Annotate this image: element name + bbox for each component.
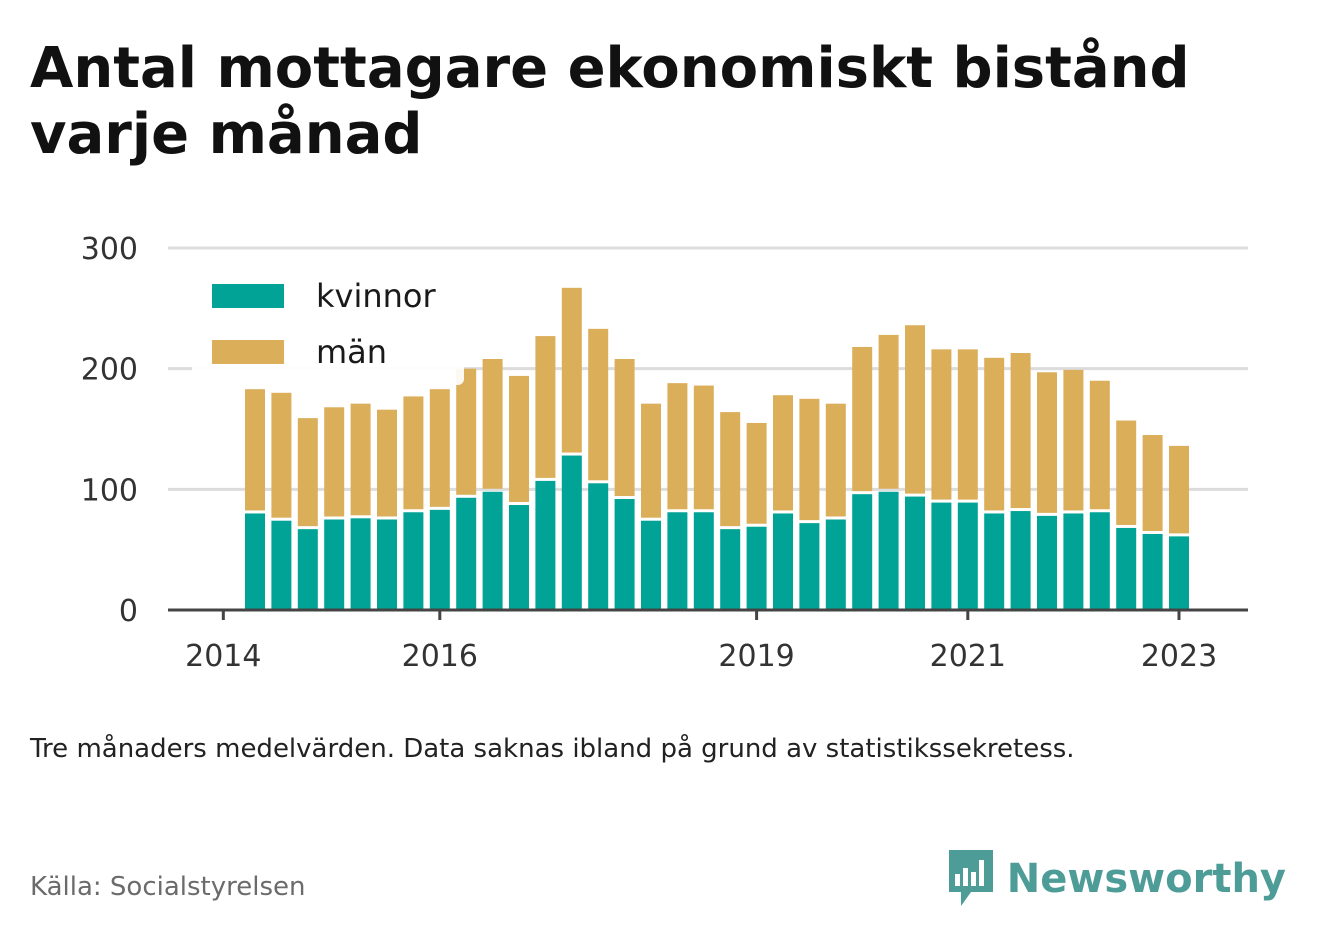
bar-segment-kvinnor <box>931 502 952 610</box>
bar-segment-kvinnor <box>1063 513 1084 610</box>
bar-segment-man <box>1010 352 1031 509</box>
y-tick-label: 0 <box>119 594 138 629</box>
bar-segment-man <box>561 287 582 453</box>
bar-segment-kvinnor <box>1089 512 1110 610</box>
bar-segment-kvinnor <box>878 491 899 610</box>
bar-segment-kvinnor <box>667 512 688 610</box>
bar-segment-kvinnor <box>641 520 661 610</box>
bar-segment-kvinnor <box>1116 527 1137 610</box>
bar-segment-kvinnor <box>1037 515 1057 610</box>
bar-segment-kvinnor <box>535 480 556 610</box>
bar-segment-kvinnor <box>957 502 978 610</box>
bar-segment-man <box>1063 369 1084 511</box>
legend-label-man: män <box>316 333 387 371</box>
chart-title: Antal mottagare ekonomiskt bistånd varje… <box>30 36 1190 167</box>
bar-segment-man <box>350 403 371 516</box>
bar-segment-kvinnor <box>1010 511 1031 610</box>
bar-segment-kvinnor <box>429 509 450 610</box>
y-tick-label: 300 <box>81 232 138 267</box>
bar-segment-man <box>693 385 714 510</box>
bar-segment-man <box>1089 380 1110 510</box>
bar-segment-kvinnor <box>773 513 793 610</box>
bar-segment-man <box>746 422 767 524</box>
bar-segment-man <box>1142 435 1163 531</box>
bar-segment-kvinnor <box>350 518 371 610</box>
bar-segment-man <box>1169 445 1189 534</box>
bar-segment-kvinnor <box>825 519 846 610</box>
legend-label-kvinnor: kvinnor <box>316 277 437 315</box>
bar-segment-kvinnor <box>720 529 741 610</box>
bar-segment-kvinnor <box>693 512 714 610</box>
x-tick-label: 2016 <box>402 639 478 674</box>
bar-segment-kvinnor <box>456 497 477 610</box>
bar-segment-man <box>245 389 265 511</box>
bar-segment-man <box>905 325 925 494</box>
bar-segment-man <box>984 357 1005 511</box>
bars <box>245 287 1189 610</box>
y-axis-labels: 0 100 200 300 <box>81 232 138 629</box>
bar-segment-kvinnor <box>561 455 582 610</box>
bar-chart-speech-bubble-icon <box>948 850 993 906</box>
chart-note: Tre månaders medelvärden. Data saknas ib… <box>30 734 1075 764</box>
bar-segment-man <box>931 349 952 500</box>
bar-segment-kvinnor <box>509 505 529 610</box>
bar-segment-man <box>535 336 556 478</box>
bar-segment-man <box>297 418 318 527</box>
newsworthy-logo: Newsworthy <box>947 848 1286 910</box>
bar-segment-man <box>825 403 846 517</box>
bar-segment-man <box>271 392 292 518</box>
bar-segment-man <box>773 395 793 511</box>
brand-name: Newsworthy <box>1006 856 1286 902</box>
x-axis: 2014 2016 2019 2021 2023 <box>168 608 1248 674</box>
bar-segment-kvinnor <box>297 529 318 610</box>
bar-segment-kvinnor <box>324 519 345 610</box>
bar-segment-kvinnor <box>984 513 1005 610</box>
x-tick-label: 2021 <box>930 639 1006 674</box>
bar-segment-man <box>456 368 477 495</box>
bar-segment-man <box>403 396 424 510</box>
source-credit: Källa: Socialstyrelsen <box>30 872 306 902</box>
bar-segment-kvinnor <box>614 498 635 610</box>
bar-segment-kvinnor <box>271 520 292 610</box>
y-tick-label: 200 <box>81 353 138 388</box>
bar-segment-kvinnor <box>588 483 609 610</box>
bar-segment-kvinnor <box>245 513 265 610</box>
bar-segment-kvinnor <box>377 519 397 610</box>
bar-segment-kvinnor <box>1169 536 1189 610</box>
bar-segment-man <box>641 403 661 518</box>
bar-segment-kvinnor <box>1142 533 1163 610</box>
bar-segment-man <box>429 389 450 507</box>
bar-segment-man <box>1116 420 1137 525</box>
bar-segment-man <box>720 412 741 527</box>
bar-segment-kvinnor <box>746 526 767 610</box>
x-tick-label: 2023 <box>1141 639 1217 674</box>
x-tick-label: 2014 <box>185 639 261 674</box>
y-tick-label: 100 <box>81 473 138 508</box>
bar-segment-kvinnor <box>905 496 925 610</box>
legend: kvinnor män <box>192 265 464 385</box>
legend-swatch-kvinnor <box>212 284 284 308</box>
bar-segment-man <box>878 334 899 489</box>
bar-segment-man <box>324 407 345 517</box>
bar-segment-man <box>957 349 978 500</box>
bar-segment-man <box>667 383 688 510</box>
bar-segment-man <box>377 409 397 517</box>
bar-segment-kvinnor <box>482 491 503 610</box>
bar-segment-man <box>509 375 529 503</box>
legend-swatch-man <box>212 340 284 364</box>
bar-segment-man <box>482 359 503 489</box>
bar-segment-kvinnor <box>799 523 820 610</box>
x-tick-label: 2019 <box>718 639 794 674</box>
bar-segment-kvinnor <box>852 494 873 610</box>
bar-segment-man <box>614 359 635 496</box>
bar-segment-man <box>588 328 609 481</box>
bar-segment-man <box>1037 372 1057 513</box>
bar-segment-kvinnor <box>403 512 424 610</box>
bar-segment-man <box>852 346 873 492</box>
bar-segment-man <box>799 398 820 521</box>
